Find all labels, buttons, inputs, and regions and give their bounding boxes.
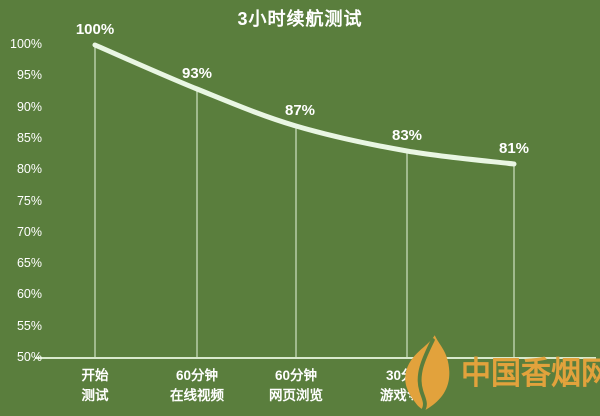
x-category-label: 开始 测试 — [40, 366, 150, 406]
y-tick-label: 100% — [10, 37, 42, 51]
y-tick-label: 65% — [16, 256, 42, 271]
data-point-label: 81% — [498, 139, 530, 157]
x-category-line2: 在线视频 — [170, 388, 224, 403]
watermark-text: 中国香烟网 — [461, 356, 600, 391]
x-category-label: 60分钟网页浏览 — [241, 366, 351, 406]
y-tick-label: 90% — [16, 99, 42, 114]
x-category-line1: 开始 — [81, 368, 109, 383]
leaf-logo-icon — [405, 335, 450, 414]
x-category-line2: 网页浏览 — [269, 388, 323, 403]
y-tick-label: 80% — [16, 162, 42, 177]
data-point-label: 93% — [181, 64, 213, 82]
watermark: 中国香烟网 — [396, 334, 600, 416]
y-tick-label: 55% — [16, 318, 42, 333]
data-point-label: 87% — [284, 102, 316, 120]
y-tick-label: 60% — [16, 287, 42, 302]
x-category-line2: 测试 — [81, 388, 109, 403]
chart-title: 3小时续航测试 — [237, 9, 363, 29]
x-category-line1: 60分钟 — [274, 368, 318, 383]
x-category-line1: 60分钟 — [175, 368, 219, 383]
data-point-label: 100% — [75, 21, 115, 38]
y-tick-label: 75% — [16, 193, 42, 208]
y-tick-label: 70% — [16, 224, 42, 239]
y-tick-label: 85% — [16, 130, 42, 145]
x-category-label: 60分钟在线视频 — [142, 366, 252, 406]
y-tick-label: 95% — [16, 68, 42, 83]
battery-curve — [92, 42, 517, 167]
y-tick-label: 50% — [16, 350, 42, 364]
data-point-label: 83% — [391, 127, 423, 145]
